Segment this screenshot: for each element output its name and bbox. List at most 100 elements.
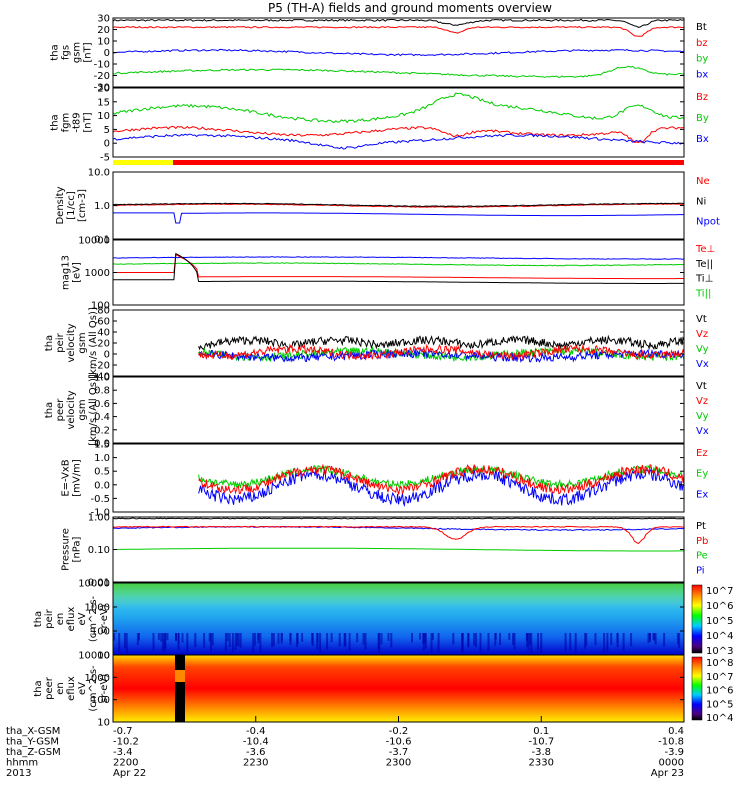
ion-spectrogram-streak <box>610 633 613 645</box>
y-tick-label: 10000 <box>78 579 110 590</box>
y-axis-label: peer <box>55 398 66 422</box>
ion-spectrogram-streak <box>603 633 606 652</box>
legend-entry: Pb <box>696 536 708 547</box>
legend-entry: Vx <box>696 426 709 437</box>
ion-spectrogram-streak <box>136 633 139 645</box>
ion-spectrogram-streak <box>211 633 214 646</box>
ion-spectrogram-streak <box>564 633 567 652</box>
y-tick-label: 30 <box>97 14 110 25</box>
y-tick-label: 0 <box>104 48 110 59</box>
series-ni <box>112 202 685 208</box>
ion-spectrogram-streak <box>344 633 347 647</box>
y-axis-label: [nPa] <box>72 536 83 562</box>
legend-entry: Pt <box>696 521 706 532</box>
y-axis-label: [nT] <box>83 112 94 132</box>
y-axis-label: [mV/m] <box>72 459 83 497</box>
ion-spectrogram-streak <box>387 633 390 641</box>
panel-temp: 10000 1000 100 mag13 [eV] Te⊥ Te|| Ti⊥ Ti|| <box>61 236 716 312</box>
ion-spectrogram-streak <box>364 633 367 650</box>
y-axis-label: tha <box>50 44 61 60</box>
ion-spectrogram-streak <box>123 633 126 649</box>
ion-spectrogram-streak <box>254 633 257 646</box>
ion-spectrogram-streak <box>411 633 413 643</box>
footer-value: -10.4 <box>243 737 269 748</box>
series-ex <box>198 468 685 508</box>
legend-entry: bz <box>696 38 708 49</box>
ion-spectrogram-streak <box>113 633 116 641</box>
y-tick-label: 0 <box>104 350 110 361</box>
footer-value: -10.6 <box>386 737 412 748</box>
y-axis-label: -t89 <box>72 112 83 132</box>
ion-spectrogram-streak <box>473 633 476 646</box>
ion-spectrogram-streak <box>231 633 234 652</box>
y-tick-label: 100 <box>91 695 110 706</box>
y-tick-label: 1.0 <box>94 373 110 384</box>
ion-spectrogram-streak <box>152 633 155 651</box>
ion-spectrogram-streak <box>676 633 679 644</box>
legend-entry: Vy <box>696 411 709 422</box>
y-tick-label: 1.00 <box>88 513 110 524</box>
panel-frame <box>112 443 685 513</box>
y-tick-label: 15 <box>97 97 110 108</box>
ion-spectrogram-streak <box>528 633 531 645</box>
y-axis-label: E=-VxB <box>61 459 72 496</box>
y-tick-label: 0.6 <box>94 399 110 410</box>
ion-spectrogram-streak <box>252 633 255 652</box>
legend-entry: Npot <box>696 217 720 228</box>
ion-spectrogram-streak <box>259 633 262 652</box>
y-axis-label: Pressure <box>61 528 72 571</box>
ion-spectrogram-streak <box>316 633 319 643</box>
ion-spectrogram-streak <box>479 633 482 652</box>
legend-entry: Ti|| <box>695 288 711 299</box>
ion-spectrogram-streak <box>512 633 515 645</box>
ion-spectrogram-streak <box>160 633 163 642</box>
series-pb <box>112 525 685 545</box>
series-bx <box>112 48 685 57</box>
footer-value: 0.4 <box>668 726 684 737</box>
series-pt <box>112 517 685 520</box>
y-axis-label: fgs <box>61 45 72 60</box>
ion-spectrogram-streak <box>157 633 160 640</box>
ion-spectrogram-streak <box>508 633 511 640</box>
footer-layer: tha_X-GSM -0.7 -0.4 -0.2 0.1 0.4 tha_Y-GSM -10.… <box>6 726 684 779</box>
y-tick-label: 1000 <box>85 603 110 614</box>
ion-spectrogram-streak <box>186 633 189 652</box>
electron-spectrogram <box>113 655 684 722</box>
ion-spectrogram-streak <box>678 633 681 648</box>
ion-spectrogram-streak <box>499 633 501 645</box>
ion-spectrogram-streak <box>237 633 240 647</box>
y-axis-label: tha <box>50 114 61 130</box>
y-tick-label: -20 <box>94 361 110 372</box>
y-axis-label: mag13 <box>61 255 72 290</box>
series-vt <box>198 334 685 351</box>
ion-spectrogram-streak <box>330 633 333 643</box>
y-axis-label: fgm <box>61 113 72 133</box>
ion-spectrogram-streak <box>431 633 434 640</box>
ion-spectrogram-streak <box>239 633 242 648</box>
panel-density: 10.0 1.0 0.1 Density [1/cc] [cm-3] Ne Ni Npot <box>55 168 720 246</box>
legend-entry: Ne <box>696 176 710 187</box>
panel-fgm: 20 15 10 5 0 -5 tha fgm -t89 [nT] Bz By Bx <box>50 84 709 164</box>
ion-spectrogram-streak <box>280 633 283 644</box>
mode-bar <box>113 160 684 165</box>
ion-spectrogram-streak <box>296 633 299 648</box>
ion-spectrogram-streak <box>475 633 478 648</box>
legend-entry: bx <box>696 69 708 80</box>
series-by <box>112 65 684 78</box>
legend-entry: Pe <box>696 551 708 562</box>
y-axis-label: velocity <box>66 390 77 429</box>
footer-row-label: tha_Y-GSM <box>6 737 59 748</box>
legend-entry: Ey <box>696 469 708 480</box>
colorbar-label: 10^5 <box>706 616 733 627</box>
ion-spectrogram-streak <box>257 633 260 640</box>
y-tick-label: 10000 <box>78 651 110 662</box>
ion-spectrogram-streak <box>162 633 164 652</box>
ion-spectrogram-streak <box>663 633 666 647</box>
panel-efield: 1.5 1.0 0.5 0.0 -0.5 -1.0 E=-VxB [mV/m] Ez Ey Ex <box>61 440 709 519</box>
y-tick-label: 100 <box>91 301 110 312</box>
ion-spectrogram-streak <box>301 633 304 642</box>
y-tick-label: 0.8 <box>94 386 110 397</box>
